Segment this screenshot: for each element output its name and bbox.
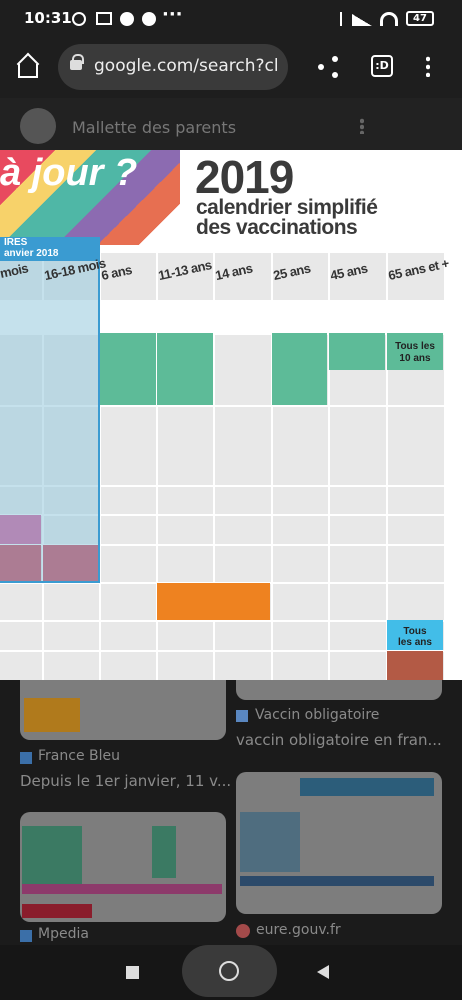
column-line xyxy=(156,253,158,680)
row-line xyxy=(0,405,444,407)
row-line xyxy=(0,650,444,652)
row-line xyxy=(0,514,444,516)
banner-text: à jour ? xyxy=(0,152,138,194)
related-results: France Bleu Depuis le 1er janvier, 11 v.… xyxy=(0,680,462,945)
panel-title: IRES xyxy=(4,237,28,248)
back-button[interactable] xyxy=(317,965,329,979)
home-button[interactable] xyxy=(16,52,40,78)
vaccine-cell-label: Tous les ans xyxy=(387,620,443,650)
recents-button[interactable] xyxy=(126,966,139,979)
navigation-bar xyxy=(0,945,462,1000)
clock: 10:31 xyxy=(24,9,72,27)
result-thumbnail[interactable] xyxy=(236,772,442,914)
vaccine-cell xyxy=(100,333,156,405)
result-thumbnail[interactable] xyxy=(236,680,442,700)
more-icon xyxy=(360,118,364,134)
year: 2019 xyxy=(195,151,294,203)
vaccine-cell xyxy=(157,333,213,405)
site-icon xyxy=(20,108,56,144)
panel-header: IRES anvier 2018 xyxy=(0,237,100,261)
subtitle: calendrier simplifié des vaccinations xyxy=(196,196,378,239)
panel-subtitle: anvier 2018 xyxy=(4,248,59,259)
vaccination-calendar-image: à jour ? 2019 calendrier simplifié des v… xyxy=(0,150,462,680)
url-bar[interactable]: google.com/search?cl xyxy=(58,44,288,90)
column-line xyxy=(213,253,215,680)
result-source: Mpedia xyxy=(38,926,89,942)
lock-shackle xyxy=(72,54,84,64)
column-line xyxy=(328,253,330,680)
tab-switcher[interactable]: :D xyxy=(371,55,393,77)
column-line xyxy=(271,253,273,680)
column-line xyxy=(444,253,446,680)
notification-icons xyxy=(72,12,162,26)
highlight-panel xyxy=(0,237,100,583)
decorative-hexagons xyxy=(0,150,180,245)
status-bar: 10:31 ··· 47 xyxy=(0,0,462,38)
result-source: France Bleu xyxy=(38,748,120,764)
home-nav-button[interactable] xyxy=(182,945,277,997)
column-line xyxy=(99,253,101,680)
vaccine-cell xyxy=(329,333,385,370)
menu-button[interactable] xyxy=(426,55,430,77)
result-thumbnail[interactable] xyxy=(20,812,226,922)
signal-icons xyxy=(340,12,400,26)
column-line xyxy=(386,253,388,680)
background-header: Mallette des parents xyxy=(0,98,462,150)
result-title[interactable]: Depuis le 1er janvier, 11 v... xyxy=(20,772,232,790)
row-line xyxy=(0,544,444,546)
vaccine-cell xyxy=(272,333,327,405)
subtitle-line: calendrier simplifié xyxy=(196,196,378,219)
browser-toolbar: google.com/search?cl :D xyxy=(0,38,462,98)
subtitle-line: des vaccinations xyxy=(196,216,358,239)
share-button[interactable] xyxy=(318,56,340,78)
url-text: google.com/search?cl xyxy=(94,56,279,76)
result-thumbnail[interactable] xyxy=(20,680,226,740)
row-line xyxy=(0,333,444,335)
vaccine-cell xyxy=(387,651,443,680)
row-line xyxy=(0,620,444,622)
result-source: Vaccin obligatoire xyxy=(255,707,380,723)
vaccine-cell xyxy=(157,583,270,620)
vaccine-cell-label: Tous les 10 ans xyxy=(387,333,443,370)
result-source: eure.gouv.fr xyxy=(256,922,341,938)
row-line xyxy=(0,300,444,302)
lock-icon xyxy=(70,60,82,70)
row-line xyxy=(0,485,444,487)
battery: 47 xyxy=(406,11,434,26)
site-title: Mallette des parents xyxy=(72,118,237,137)
result-title[interactable]: vaccin obligatoire en fran... xyxy=(236,731,442,749)
